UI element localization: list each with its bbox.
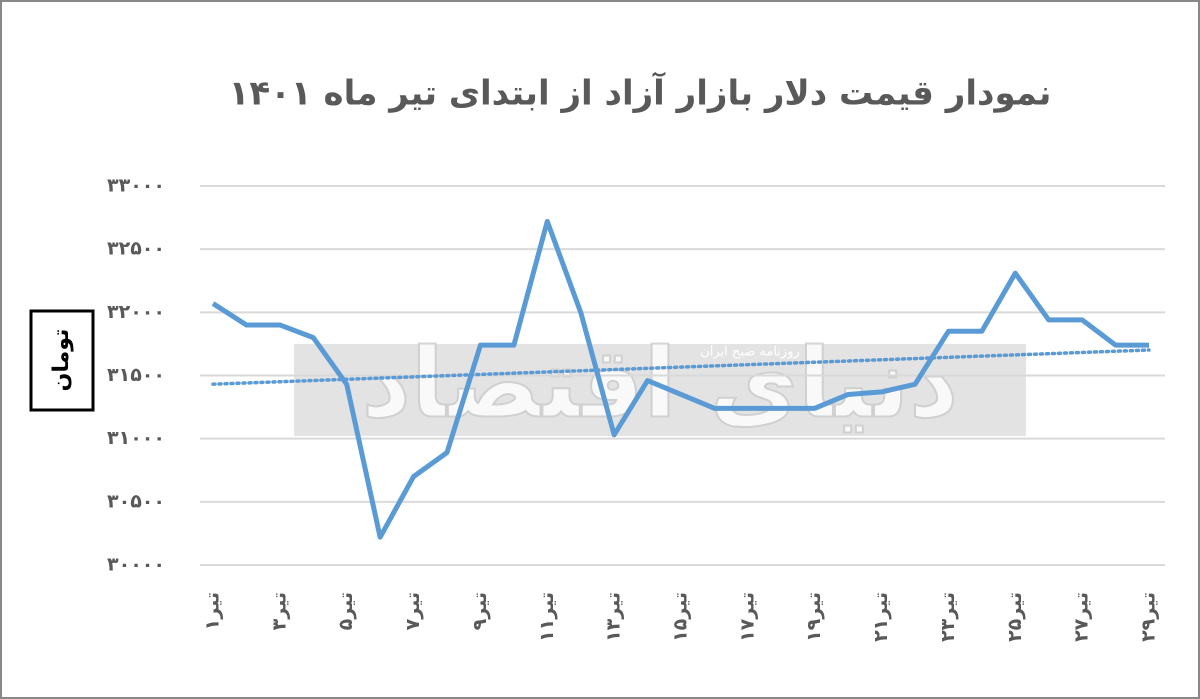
x-tick-label: تیر۷ [402, 592, 424, 630]
y-label-box [29, 309, 95, 412]
y-tick-label: ۳۱۵۰۰ [107, 364, 165, 386]
x-tick-label: تیر۲۹ [1138, 592, 1160, 642]
y-tick-label: ۳۲۰۰۰ [107, 301, 165, 323]
x-tick-label: تیر۵ [335, 592, 357, 630]
line [211, 218, 1149, 540]
y-tick-label: ۳۲۵۰۰ [107, 238, 165, 260]
x-tick-label: تیر۲۱ [870, 592, 892, 642]
x-tick-label: تیر۲۳ [937, 592, 959, 642]
trendline [211, 348, 1151, 386]
chart-title: نمودار قیمت دلار بازار آزاد از ابتدای تی… [229, 72, 1052, 114]
y-axis-label: تومان [49, 329, 74, 392]
x-tick-label: تیر۱۹ [803, 592, 825, 642]
x-tick-label: تیر۱۱ [536, 592, 558, 642]
y-tick-label: ۳۱۰۰۰ [107, 427, 165, 449]
y-tick-label: ۳۰۰۰۰ [107, 554, 165, 576]
y-tick-label: ۳۰۵۰۰ [107, 490, 165, 512]
x-tick-label: تیر۳ [268, 592, 290, 630]
x-tick-label: تیر۲۷ [1071, 592, 1093, 642]
x-tick-label: تیر۱۳ [603, 592, 625, 642]
x-tick-label: تیر۱۷ [736, 592, 758, 642]
x-tick-label: تیر۹ [469, 592, 491, 630]
watermark-subtext: روزنامه صبح ایران [700, 345, 800, 360]
y-tick-label: ۳۳۰۰۰ [107, 175, 165, 197]
x-tick-label: تیر۲۵ [1004, 592, 1026, 642]
x-tick-label: تیر۱۵ [670, 592, 692, 642]
watermark: دنیای اقتصاد روزنامه صبح ایران [294, 326, 1026, 440]
x-tick-label: تیر۱ [202, 592, 224, 630]
